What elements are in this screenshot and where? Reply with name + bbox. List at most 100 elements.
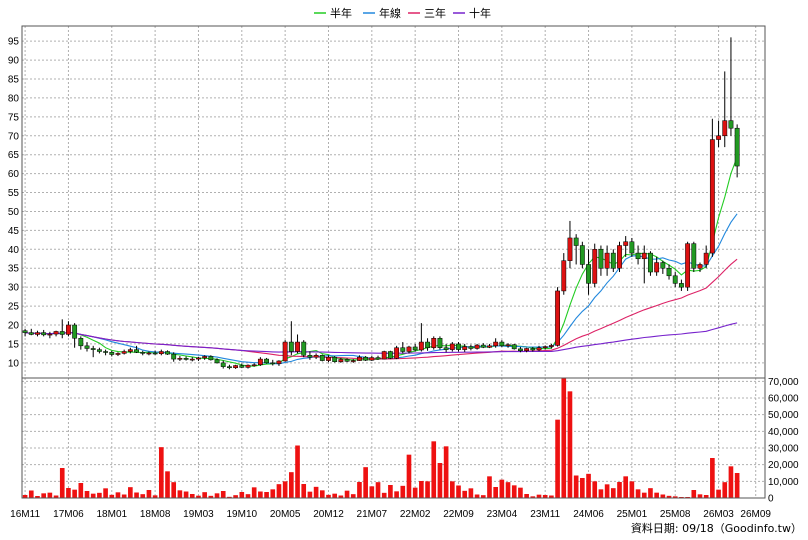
time-tick-label: 23M04 [487,509,518,520]
volume-bar [53,495,59,498]
candle-up [654,262,660,273]
candle-down [363,356,369,361]
volume-bar [394,491,399,498]
candle-up [493,341,499,347]
volume-bar [530,496,536,498]
ma-year-line [25,213,738,365]
price-tick-label: 25 [8,302,20,313]
candle-down [648,252,653,273]
legend-year: 年線 [379,6,401,20]
candle-up [709,139,715,254]
volume-panel-frame [21,377,766,499]
volume-bar [419,481,424,498]
volume-bar [307,491,313,498]
footer-date: 資料日期: 09/18（Goodinfo.tw） [631,521,802,535]
candle-up [47,333,53,336]
volume-bar [332,493,338,498]
volume-bar [258,491,263,498]
candle-up [115,353,121,355]
volume-tick-label: 70,000 [768,377,799,388]
volume-bar [604,484,610,498]
volume-bar [443,446,449,498]
volume-bar [703,495,709,498]
candle-up [177,358,183,360]
volume-bar [536,494,542,498]
volume-bar [251,487,257,498]
volume-bar [171,482,177,498]
candle-down [103,351,109,353]
time-tick-label: 19M10 [227,509,258,520]
volume-bar [610,488,616,498]
candle-down [573,237,579,246]
legend-ten-year: 十年 [469,6,491,20]
volume-bar [158,447,164,498]
volume-bar [555,419,560,498]
candle-down [610,252,616,269]
time-tick-label: 18M08 [140,509,171,520]
time-tick-label: 20M05 [270,509,301,520]
volume-bar [22,495,28,498]
candle-down [635,252,641,260]
volume-bar [728,466,734,498]
candle-down [734,127,740,167]
volume-bar [35,496,40,498]
volume-bar [121,494,127,498]
candle-down [28,332,34,335]
candle-up [722,120,728,137]
volume-tick-label: 30,000 [768,444,799,455]
candle-down [109,352,115,355]
volume-bar [524,494,529,498]
volume-bar [28,490,34,498]
candle-up [449,343,455,350]
volume-bar [381,492,387,498]
candle-up [276,360,282,364]
price-tick-label: 20 [8,321,20,332]
volume-bar [245,494,251,498]
candle-up [561,260,567,292]
candle-up [381,351,387,360]
price-tick-label: 75 [8,112,20,123]
volume-bar [462,490,468,498]
time-tick-label: 26M03 [703,509,734,520]
candle-up [196,357,201,360]
candle-down [78,338,84,347]
price-tick-label: 30 [8,283,20,294]
volume-bar [189,494,195,498]
candle-up [146,352,152,355]
candle-down [425,341,430,348]
volume-bar [617,482,622,498]
time-tick-label: 25M01 [617,509,648,520]
candle-up [617,245,622,269]
candle-down [530,348,536,351]
candle-up [542,346,548,348]
price-tick-label: 65 [8,150,20,161]
volume-bar [666,495,672,498]
volume-bar [264,492,269,498]
volume-bar [233,495,238,498]
candle-down [443,347,449,350]
volume-bar [196,495,201,498]
price-tick-label: 60 [8,169,20,180]
candle-up [394,347,400,359]
volume-tick-label: 20,000 [768,460,799,471]
candle-down [480,344,486,348]
volume-bar [672,496,678,498]
volume-bar [468,488,474,498]
candle-up [604,252,610,269]
candle-down [22,330,28,333]
volume-bar [629,481,635,498]
candle-up [127,349,133,352]
candle-up [295,341,300,352]
candle-down [96,349,102,352]
volume-bars [22,378,740,498]
volume-bar [518,487,523,498]
candle-up [703,252,709,265]
candle-down [171,353,177,360]
volume-bar [437,463,443,498]
volume-bar [542,495,548,498]
candle-down [499,341,505,347]
volume-bar [406,454,412,498]
candle-up [313,355,319,358]
candle-up [35,332,40,335]
candle-up [202,356,208,359]
